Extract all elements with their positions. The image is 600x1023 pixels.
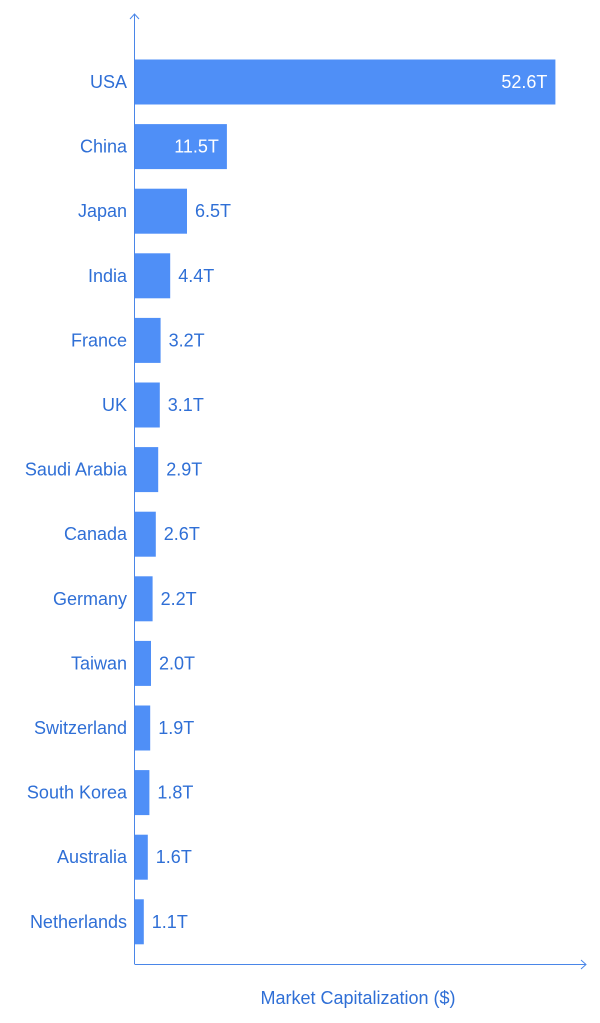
x-axis-label: Market Capitalization ($) [260, 988, 455, 1008]
category-label-canada: Canada [64, 524, 128, 544]
bars-layer [135, 59, 556, 945]
value-label-netherlands: 1.1T [152, 912, 188, 932]
value-label-saudi-arabia: 2.9T [166, 460, 202, 480]
bar-usa [135, 59, 556, 105]
value-label-australia: 1.6T [156, 847, 192, 867]
bar-india [135, 253, 171, 299]
category-label-netherlands: Netherlands [30, 912, 127, 932]
value-label-switzerland: 1.9T [158, 718, 194, 738]
value-label-taiwan: 2.0T [159, 653, 195, 673]
category-label-germany: Germany [53, 589, 127, 609]
category-label-saudi-arabia: Saudi Arabia [25, 460, 128, 480]
value-label-india: 4.4T [178, 266, 214, 286]
bar-saudi-arabia [135, 447, 159, 493]
bar-japan [135, 188, 187, 234]
x-axis-arrow-icon [580, 959, 587, 970]
bar-australia [135, 834, 148, 880]
bar-taiwan [135, 640, 151, 686]
category-label-france: France [71, 330, 127, 350]
value-label-canada: 2.6T [164, 524, 200, 544]
value-label-france: 3.2T [169, 330, 205, 350]
category-label-usa: USA [90, 72, 127, 92]
value-label-usa: 52.6T [501, 72, 547, 92]
bar-netherlands [135, 899, 144, 945]
category-label-australia: Australia [57, 847, 128, 867]
category-label-india: India [88, 266, 128, 286]
bar-france [135, 317, 161, 363]
category-label-uk: UK [102, 395, 127, 415]
bar-canada [135, 511, 156, 557]
value-label-china: 11.5T [174, 137, 219, 157]
category-label-taiwan: Taiwan [71, 653, 127, 673]
bar-south-korea [135, 770, 150, 816]
category-labels: USA China Japan India France UK Saudi Arabia Ca… [25, 72, 128, 932]
value-label-japan: 6.5T [195, 201, 231, 221]
bar-germany [135, 576, 153, 622]
category-label-china: China [80, 137, 128, 157]
category-label-switzerland: Switzerland [34, 718, 127, 738]
bar-uk [135, 382, 160, 428]
value-label-south-korea: 1.8T [157, 783, 193, 803]
bar-switzerland [135, 705, 151, 751]
bar-china [135, 124, 227, 170]
category-label-japan: Japan [78, 201, 127, 221]
category-label-south-korea: South Korea [27, 783, 128, 803]
value-label-germany: 2.2T [161, 589, 197, 609]
y-axis-arrow-icon [129, 13, 140, 20]
value-label-uk: 3.1T [168, 395, 204, 415]
value-labels: 52.6T 11.5T 6.5T 4.4T 3.2T 3.1T 2.9T 2.6T 2.2T 2.… [152, 72, 548, 932]
axes [129, 13, 587, 970]
